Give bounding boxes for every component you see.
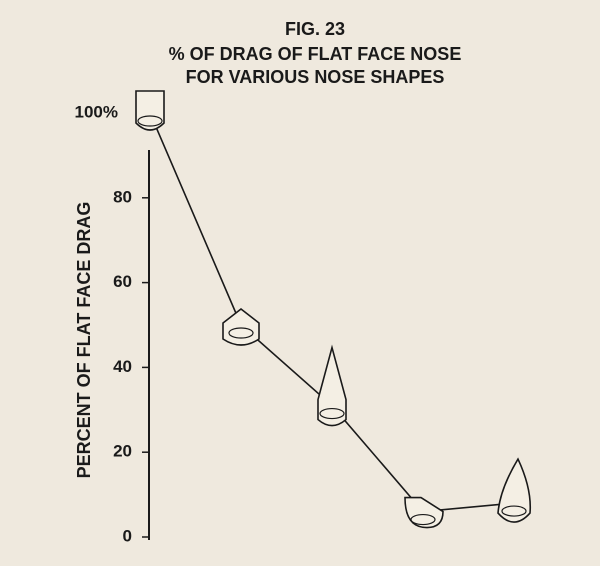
- chart: FIG. 23 % OF DRAG OF FLAT FACE NOSE FOR …: [0, 0, 600, 566]
- y-tick-label: 0: [123, 526, 132, 545]
- chart-subtitle: FOR VARIOUS NOSE SHAPES: [186, 67, 445, 87]
- y-tick-label: 80: [113, 187, 132, 206]
- chart-title: FIG. 23: [285, 19, 345, 39]
- y-tick-label: 40: [113, 357, 132, 376]
- y-tick-label: 100%: [75, 102, 118, 121]
- page: FIG. 23 % OF DRAG OF FLAT FACE NOSE FOR …: [0, 0, 600, 566]
- y-tick-label: 60: [113, 272, 132, 291]
- chart-subtitle: % OF DRAG OF FLAT FACE NOSE: [169, 44, 462, 64]
- nose-shape: [136, 91, 164, 130]
- y-tick-label: 20: [113, 442, 132, 461]
- y-axis-label: PERCENT OF FLAT FACE DRAG: [74, 202, 94, 479]
